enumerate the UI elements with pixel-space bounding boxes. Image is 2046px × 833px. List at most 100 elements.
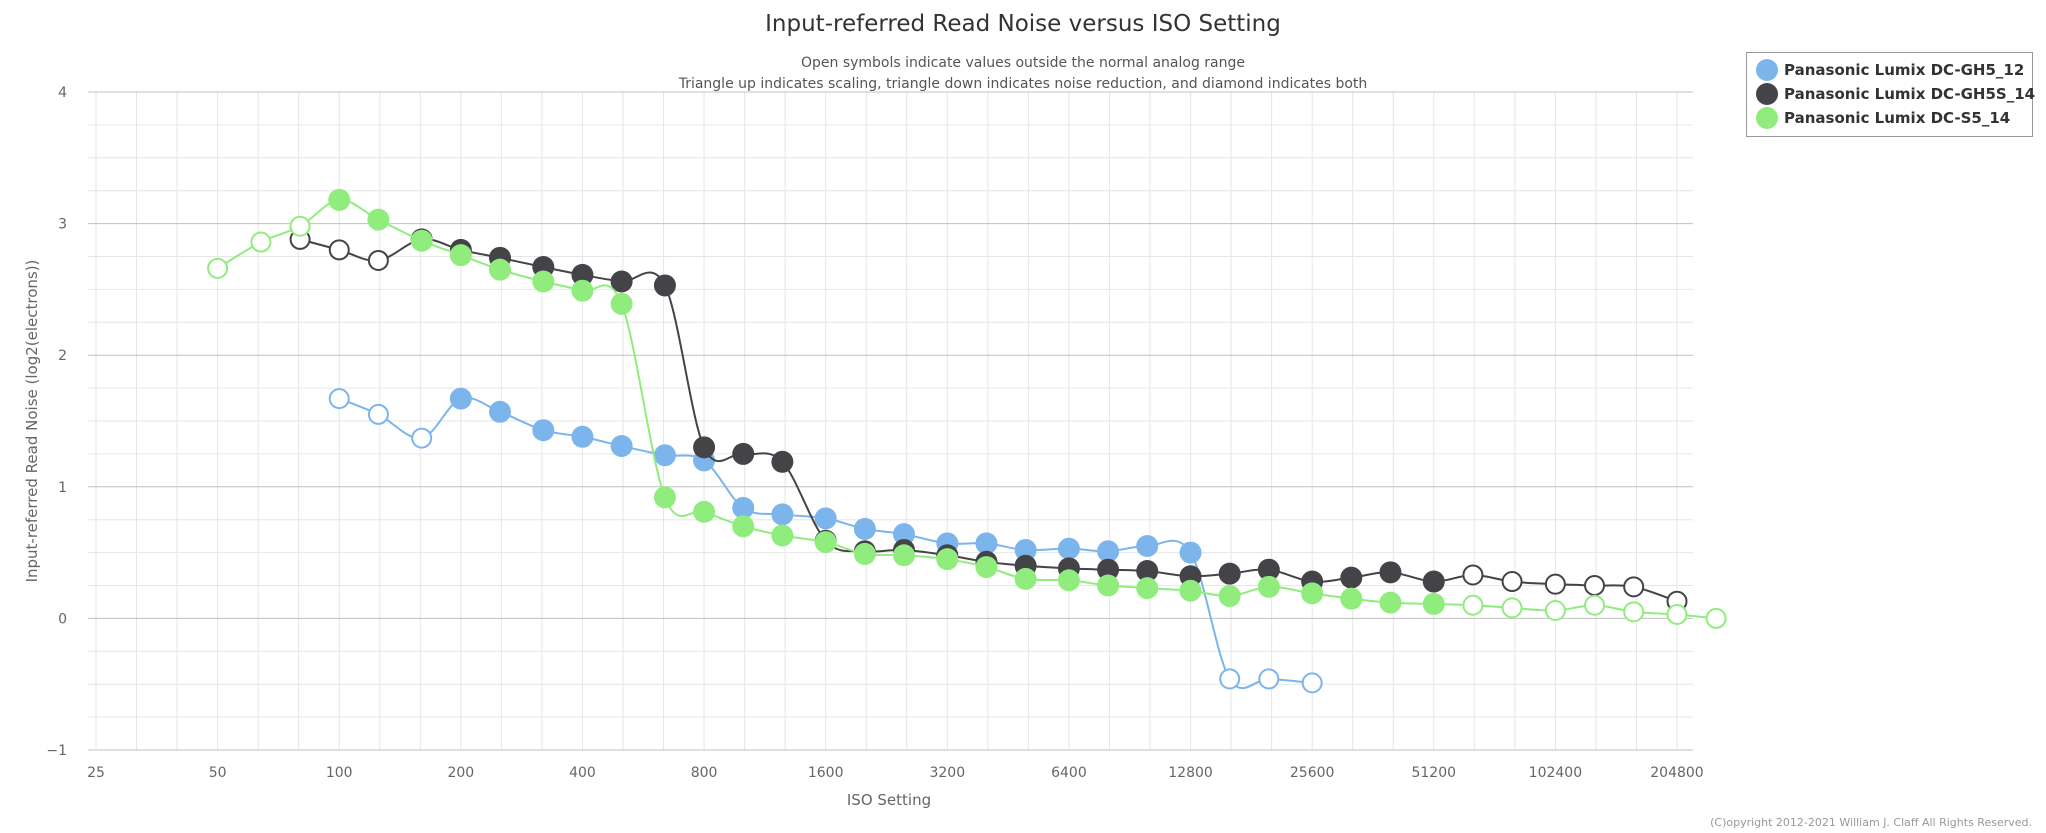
data-point-open[interactable] (328, 239, 350, 261)
data-point[interactable] (693, 500, 716, 523)
x-tick-label: 25600 (1290, 765, 1335, 781)
data-point-open[interactable] (1258, 668, 1280, 690)
y-tick-label: 2 (58, 348, 67, 364)
data-point[interactable] (653, 444, 676, 467)
x-tick-label: 6400 (1051, 765, 1087, 781)
data-point[interactable] (1218, 585, 1241, 608)
x-axis-title: ISO Setting (847, 791, 931, 809)
data-point[interactable] (328, 188, 351, 211)
data-point[interactable] (610, 270, 633, 293)
data-point[interactable] (653, 486, 676, 509)
data-point[interactable] (771, 450, 794, 473)
data-point[interactable] (1014, 567, 1037, 590)
data-point[interactable] (1379, 561, 1402, 584)
data-point-open[interactable] (1544, 600, 1566, 622)
data-point[interactable] (975, 532, 998, 555)
x-tick-label: 12800 (1168, 765, 1213, 781)
data-point[interactable] (771, 503, 794, 526)
data-point[interactable] (936, 548, 959, 571)
data-point[interactable] (449, 387, 472, 410)
data-point[interactable] (732, 496, 755, 519)
data-point[interactable] (1179, 541, 1202, 564)
data-point-open[interactable] (1623, 576, 1645, 598)
legend-item-gh5s[interactable]: Panasonic Lumix DC-GH5S_14 (1756, 83, 2035, 105)
chart-subtitle-line-1: Open symbols indicate values outside the… (801, 55, 1245, 71)
data-point[interactable] (410, 229, 433, 252)
data-point-open[interactable] (328, 388, 350, 410)
data-point-open[interactable] (250, 231, 272, 253)
x-tick-label: 204800 (1650, 765, 1703, 781)
data-point[interactable] (1422, 570, 1445, 593)
data-point[interactable] (1379, 591, 1402, 614)
data-point[interactable] (1136, 577, 1159, 600)
data-point[interactable] (693, 436, 716, 459)
data-point-open[interactable] (1584, 594, 1606, 616)
data-point-open[interactable] (1301, 672, 1323, 694)
data-point-open[interactable] (411, 427, 433, 449)
data-point-open[interactable] (367, 403, 389, 425)
data-point[interactable] (732, 515, 755, 538)
data-point[interactable] (532, 270, 555, 293)
data-point[interactable] (1097, 574, 1120, 597)
data-point[interactable] (1014, 538, 1037, 561)
data-point[interactable] (1340, 566, 1363, 589)
legend-item-gh5[interactable]: Panasonic Lumix DC-GH5_12 (1756, 59, 2024, 81)
data-point[interactable] (732, 442, 755, 465)
data-point[interactable] (571, 425, 594, 448)
data-point-open[interactable] (1544, 573, 1566, 595)
data-point[interactable] (1097, 540, 1120, 563)
data-point[interactable] (814, 531, 837, 554)
data-point[interactable] (1097, 558, 1120, 581)
data-point-open[interactable] (367, 249, 389, 271)
data-point[interactable] (488, 258, 511, 281)
data-point-open[interactable] (207, 257, 229, 279)
data-point[interactable] (571, 263, 594, 286)
data-point[interactable] (975, 556, 998, 579)
x-tick-label: 51200 (1411, 765, 1456, 781)
data-point[interactable] (571, 279, 594, 302)
data-point[interactable] (1218, 562, 1241, 585)
data-point[interactable] (1179, 579, 1202, 602)
data-point[interactable] (892, 544, 915, 567)
data-point-open[interactable] (1623, 601, 1645, 623)
data-point[interactable] (1057, 569, 1080, 592)
data-point-open[interactable] (289, 215, 311, 237)
data-point[interactable] (532, 419, 555, 442)
x-axis-ticks: 25 50 100 200 400 800 1600 3200 6400 12800 25600 51… (87, 765, 1704, 781)
x-tick-label: 102400 (1529, 765, 1582, 781)
data-point[interactable] (653, 274, 676, 297)
data-point[interactable] (1057, 537, 1080, 560)
data-point[interactable] (449, 244, 472, 267)
data-point[interactable] (1301, 582, 1324, 605)
data-point[interactable] (1340, 587, 1363, 610)
data-point[interactable] (1422, 592, 1445, 615)
data-point[interactable] (771, 524, 794, 547)
data-point[interactable] (610, 292, 633, 315)
data-point-open[interactable] (1219, 668, 1241, 690)
x-tick-label: 200 (447, 765, 474, 781)
data-point-open[interactable] (1705, 607, 1727, 629)
data-point[interactable] (367, 208, 390, 231)
data-point-open[interactable] (1666, 603, 1688, 625)
data-point[interactable] (1136, 560, 1159, 583)
legend-item-s5[interactable]: Panasonic Lumix DC-S5_14 (1756, 107, 2010, 129)
data-point[interactable] (853, 542, 876, 565)
data-point[interactable] (892, 523, 915, 546)
data-point-open[interactable] (1584, 575, 1606, 596)
data-point[interactable] (853, 517, 876, 540)
data-point[interactable] (1136, 535, 1159, 558)
data-point[interactable] (610, 435, 633, 458)
data-point[interactable] (1257, 558, 1280, 581)
data-point[interactable] (814, 507, 837, 530)
legend-marker-gh5s (1756, 83, 1778, 105)
data-point[interactable] (488, 400, 511, 423)
data-point-open[interactable] (1462, 564, 1484, 586)
data-point-open[interactable] (1501, 571, 1523, 593)
series-panasonic-lumix-dc-gh5-12 (328, 387, 1323, 694)
chart-title: Input-referred Read Noise versus ISO Set… (765, 11, 1281, 37)
data-point-open[interactable] (1501, 597, 1523, 619)
copyright-notice: (C)opyright 2012-2021 William J. Claff A… (1710, 816, 2032, 829)
data-point[interactable] (1257, 575, 1280, 598)
data-point-open[interactable] (1462, 594, 1484, 616)
